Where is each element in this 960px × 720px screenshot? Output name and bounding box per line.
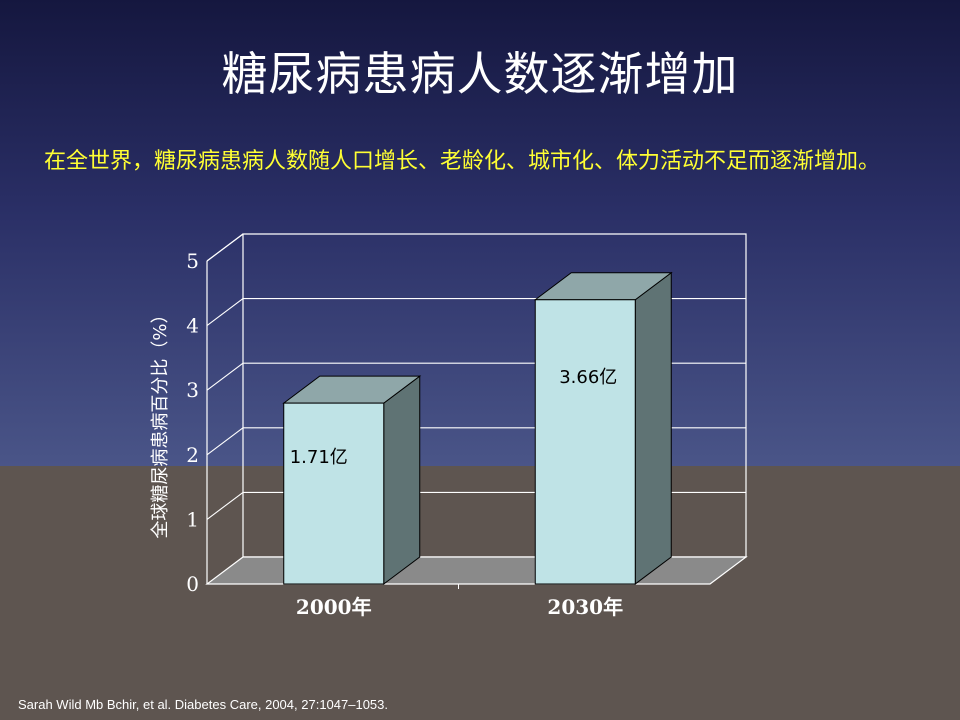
slide-subtitle: 在全世界，糖尿病患病人数随人口增长、老龄化、城市化、体力活动不足而逐渐增加。 <box>44 149 881 174</box>
bar-side <box>383 375 421 585</box>
y-tick-label: 0 <box>186 572 199 596</box>
y-axis-label: 全球糖尿病患病百分比（%） <box>150 305 171 539</box>
chart-gridline <box>206 233 746 262</box>
slide-background-bottom <box>0 466 960 720</box>
y-tick-label: 3 <box>186 378 199 402</box>
bar <box>283 402 385 585</box>
bar-data-label: 3.66亿 <box>559 367 617 388</box>
y-tick-label: 5 <box>186 249 199 273</box>
slide-title: 糖尿病患病人数逐渐增加 <box>221 47 739 101</box>
bar-side <box>634 271 672 585</box>
source-citation: Sarah Wild Mb Bchir, et al. Diabetes Car… <box>18 697 388 712</box>
x-tick-label: 2000年 <box>296 595 372 619</box>
y-tick-label: 2 <box>186 443 199 467</box>
y-tick-label: 1 <box>186 507 199 531</box>
slide-background-top <box>0 0 960 466</box>
x-tick-label: 2030年 <box>547 595 623 619</box>
y-tick-label: 4 <box>186 314 199 338</box>
bar-data-label: 1.71亿 <box>290 447 348 468</box>
bar <box>534 299 636 585</box>
